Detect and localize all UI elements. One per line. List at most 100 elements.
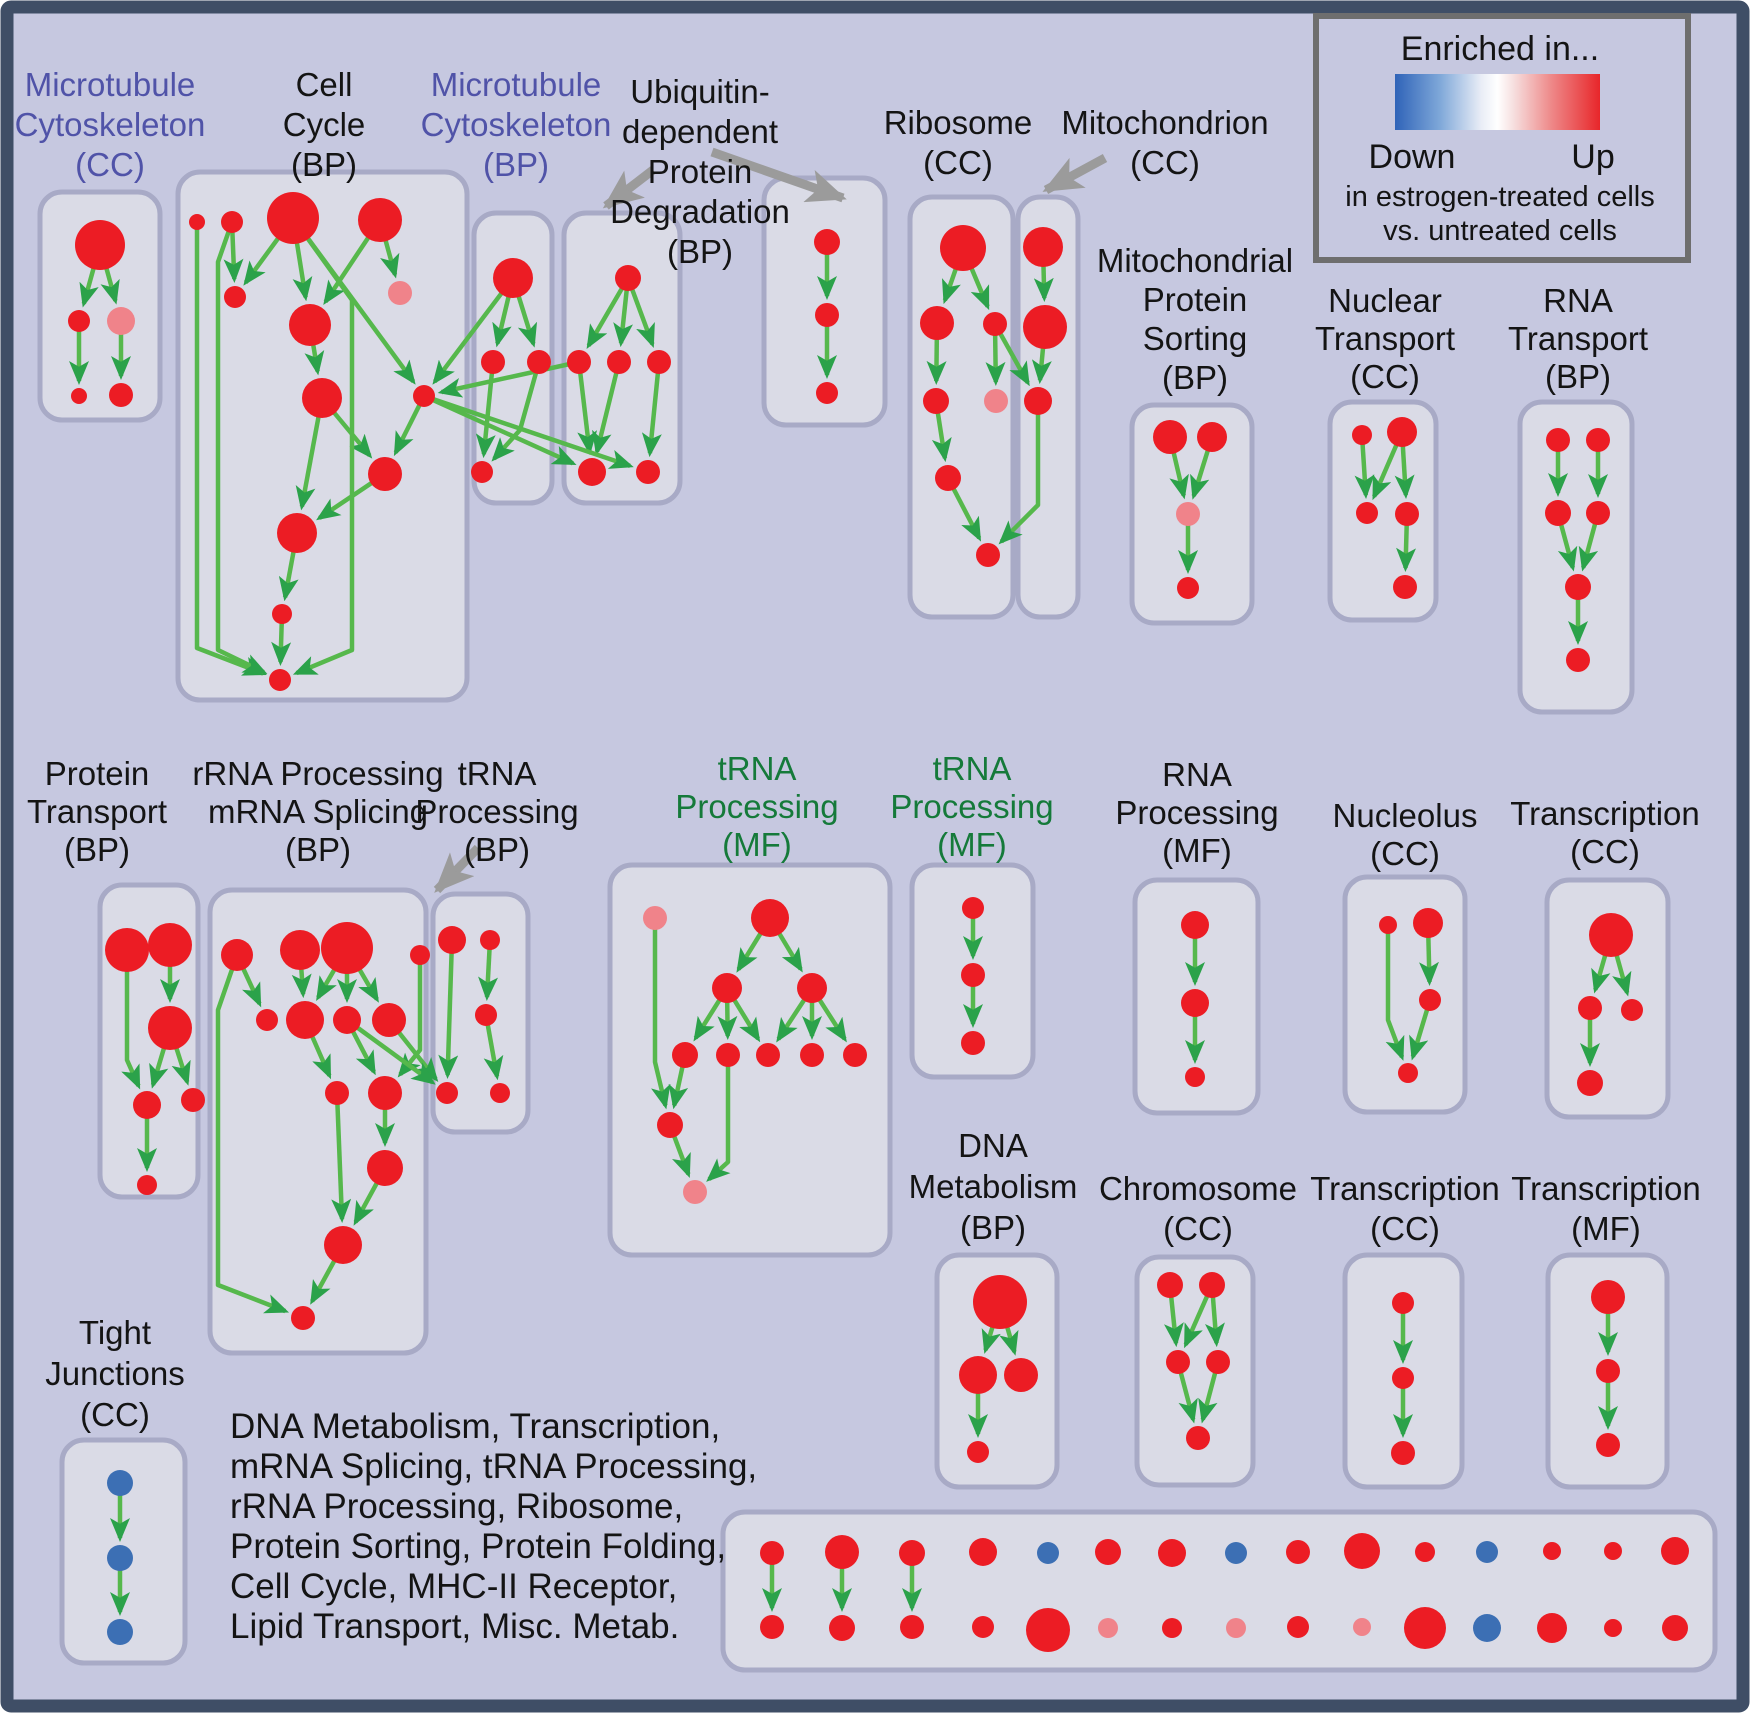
- go-term-node: [1037, 1542, 1059, 1564]
- go-term-node: [716, 1043, 740, 1067]
- cluster-label-mitochondrion-cc: (CC): [1130, 144, 1200, 181]
- go-term-node: [1185, 1067, 1205, 1087]
- go-term-node: [1344, 1533, 1380, 1569]
- cluster-label-cell-cycle-bp: Cell: [296, 66, 353, 103]
- go-term-node: [814, 229, 840, 255]
- go-term-node: [1419, 989, 1441, 1011]
- go-term-node: [107, 1619, 133, 1645]
- go-term-node: [1181, 911, 1209, 939]
- edge: [121, 950, 141, 1090]
- go-term-node: [1546, 428, 1570, 452]
- go-term-node: [438, 926, 466, 954]
- go-term-node: [1157, 1272, 1183, 1298]
- edge: [592, 361, 622, 456]
- cluster-label-dna-metabolism-bp: DNA: [958, 1127, 1028, 1164]
- go-term-node: [280, 930, 320, 970]
- go-term-node: [1153, 420, 1187, 454]
- legend-subtitle-2: vs. untreated cells: [1383, 215, 1617, 247]
- go-term-node: [493, 258, 533, 298]
- misc-categories-text-line: Cell Cycle, MHC-II Receptor,: [230, 1567, 677, 1606]
- cluster-label-nuclear-transport-cc: Nuclear: [1328, 282, 1442, 319]
- go-term-node: [1098, 1618, 1118, 1638]
- cluster-box-mixed-categories-summary: [720, 1509, 1718, 1673]
- cluster-label-rna-processing-mf: (MF): [1162, 832, 1232, 869]
- go-term-node: [277, 513, 317, 553]
- go-term-node: [289, 304, 331, 346]
- go-term-node: [647, 350, 671, 374]
- annotation-arrow: [433, 844, 482, 894]
- go-term-node: [973, 1275, 1027, 1329]
- go-term-node: [1604, 1542, 1622, 1560]
- go-term-node: [961, 963, 985, 987]
- cluster-label-protein-transport-bp: Transport: [27, 793, 167, 830]
- cluster-label-dna-metabolism-bp: Metabolism: [909, 1168, 1078, 1205]
- cluster-label-mitochondrion-cc: Mitochondrion: [1061, 104, 1268, 141]
- go-term-node: [1023, 227, 1063, 267]
- go-term-node: [983, 312, 1007, 336]
- edge: [586, 276, 630, 350]
- cluster-label-rna-processing-mf: Processing: [1115, 794, 1278, 831]
- go-term-node: [481, 350, 505, 374]
- go-term-node: [368, 1076, 402, 1110]
- go-term-node: [959, 1356, 997, 1394]
- go-term-node: [1392, 1367, 1414, 1389]
- go-term-node: [133, 1091, 161, 1119]
- cluster-label-transcription-cc-row2: Transcription: [1510, 795, 1700, 832]
- go-term-node: [1176, 502, 1200, 526]
- go-term-node: [984, 389, 1008, 413]
- legend-subtitle-1: in estrogen-treated cells: [1345, 181, 1655, 213]
- go-term-node: [107, 1545, 133, 1571]
- go-term-node: [148, 1006, 192, 1050]
- go-term-node: [1621, 999, 1643, 1021]
- go-term-node: [1286, 1540, 1310, 1564]
- cluster-box-nuclear-transport-cc: [1327, 399, 1439, 623]
- go-term-node: [672, 1042, 698, 1068]
- cluster-label-chromosome-cc: (CC): [1163, 1210, 1233, 1247]
- cluster-label-rrna-processing-mrna-splicing-bp: rRNA Processing: [192, 755, 443, 792]
- go-term-node: [189, 214, 205, 230]
- cluster-label-mitochondrial-protein-sorting-bp: Sorting: [1143, 320, 1248, 357]
- go-term-node: [1543, 1542, 1561, 1560]
- go-term-node: [1186, 1426, 1210, 1450]
- go-term-node: [1586, 428, 1610, 452]
- go-term-node: [181, 1088, 205, 1112]
- cluster-label-trna-processing-bp: Processing: [415, 793, 578, 830]
- cluster-label-microtubule-cytoskeleton-bp: (BP): [483, 146, 549, 183]
- cluster-label-rna-transport-bp: (BP): [1545, 358, 1611, 395]
- go-term-node: [490, 1083, 510, 1103]
- go-term-node: [972, 1616, 994, 1638]
- cluster-box-chromosome-cc: [1134, 1254, 1256, 1488]
- go-term-node: [75, 220, 125, 270]
- cluster-label-microtubule-cytoskeleton-bp: Microtubule: [431, 66, 602, 103]
- go-term-node: [1166, 1350, 1190, 1374]
- go-term-node: [269, 669, 291, 691]
- go-term-node: [333, 1006, 361, 1034]
- go-term-node: [899, 1540, 925, 1566]
- go-term-node: [368, 457, 402, 491]
- go-term-node: [1379, 916, 1397, 934]
- go-term-node: [1024, 387, 1052, 415]
- cluster-label-trna-processing-mf-small: tRNA: [933, 750, 1012, 787]
- go-term-node: [1404, 1607, 1446, 1649]
- go-term-node: [969, 1538, 997, 1566]
- go-term-node: [480, 930, 500, 950]
- go-term-node: [1577, 1070, 1603, 1096]
- edge: [331, 1092, 352, 1223]
- cross-cluster-edge: [432, 276, 515, 385]
- cluster-box-transcription-cc-row2: [1544, 877, 1671, 1120]
- go-term-node: [1226, 1618, 1246, 1638]
- go-term-node: [286, 1001, 324, 1039]
- misc-categories-text-line: Protein Sorting, Protein Folding,: [230, 1527, 726, 1566]
- annotation-arrow: [1042, 154, 1108, 194]
- go-term-node: [1545, 500, 1571, 526]
- go-term-node: [816, 382, 838, 404]
- go-term-node: [107, 1470, 133, 1496]
- go-term-node: [940, 225, 986, 271]
- go-term-node: [413, 385, 435, 407]
- go-term-node: [712, 973, 742, 1003]
- edge: [475, 361, 496, 459]
- go-term-node: [578, 458, 606, 486]
- go-term-node: [760, 1541, 784, 1565]
- go-term-node: [325, 1081, 349, 1105]
